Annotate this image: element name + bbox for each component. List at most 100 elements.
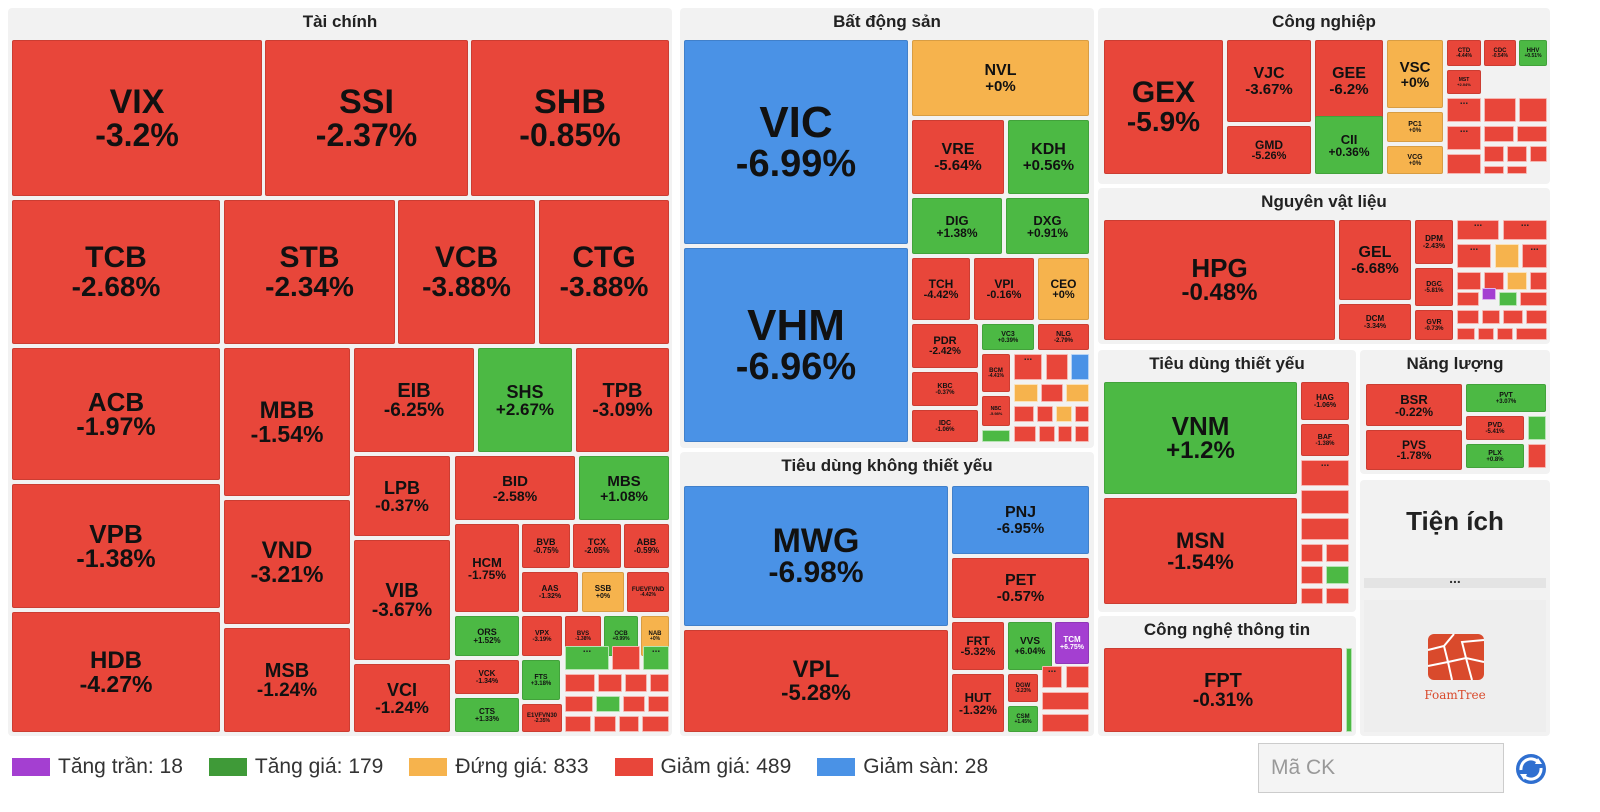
- stock-tile-tcb[interactable]: TCB -2.68%: [12, 200, 220, 344]
- stock-tile-pet[interactable]: PET -0.57%: [952, 558, 1089, 618]
- minor-stock-cell[interactable]: [1528, 416, 1546, 440]
- stock-tile-eib[interactable]: EIB -6.25%: [354, 348, 474, 452]
- minor-stock-cell[interactable]: [1042, 714, 1089, 732]
- minor-stock-cell[interactable]: [1478, 328, 1494, 340]
- stock-tile-dcm[interactable]: DCM -3.34%: [1339, 304, 1411, 340]
- minor-stock-cell[interactable]: ...: [1301, 458, 1349, 486]
- minor-stock-cell[interactable]: [1484, 98, 1516, 122]
- stock-tile-nbc[interactable]: NBC -5.98%: [982, 396, 1010, 426]
- minor-stock-cell[interactable]: [1326, 566, 1349, 584]
- minor-stock-cell[interactable]: ...: [1522, 242, 1547, 268]
- minor-stock-cell[interactable]: [1066, 666, 1089, 688]
- stock-tile-vc3[interactable]: VC3 +0.39%: [982, 324, 1034, 350]
- stock-tile-vic[interactable]: VIC -6.99%: [684, 40, 908, 244]
- minor-stock-cell[interactable]: [1039, 426, 1055, 442]
- stock-tile-vix[interactable]: VIX -3.2%: [12, 40, 262, 196]
- stock-tile-gmd[interactable]: GMD -5.26%: [1227, 126, 1311, 174]
- minor-stock-cell[interactable]: ...: [1503, 218, 1547, 240]
- stock-tile-vck[interactable]: VCK -1.34%: [455, 660, 519, 694]
- minor-stock-cell[interactable]: [1301, 490, 1349, 514]
- stock-tile-hhv[interactable]: HHV +0.51%: [1519, 40, 1547, 66]
- minor-stock-cell[interactable]: [1503, 310, 1523, 324]
- stock-tile-tch[interactable]: TCH -4.42%: [912, 258, 970, 320]
- minor-stock-cell[interactable]: [1528, 444, 1546, 468]
- minor-stock-cell[interactable]: [1056, 406, 1072, 422]
- stock-tile-stb[interactable]: STB -2.34%: [224, 200, 395, 344]
- stock-tile-vcb[interactable]: VCB -3.88%: [398, 200, 535, 344]
- minor-stock-cell[interactable]: [1301, 518, 1349, 540]
- stock-tile-shb[interactable]: SHB -0.85%: [471, 40, 669, 196]
- minor-stock-cell[interactable]: [1301, 544, 1323, 562]
- stock-tile-vcg[interactable]: VCG +0%: [1387, 146, 1443, 174]
- stock-tile-cii[interactable]: CII +0.36%: [1315, 116, 1383, 174]
- stock-tile-pvt[interactable]: PVT +3.07%: [1466, 384, 1546, 412]
- stock-tile-vib[interactable]: VIB -3.67%: [354, 540, 450, 660]
- stock-tile-bid[interactable]: BID -2.58%: [455, 456, 575, 520]
- minor-stock-cell[interactable]: [565, 716, 591, 732]
- stock-tile-cts[interactable]: CTS +1.33%: [455, 698, 519, 732]
- stock-tile-dpm[interactable]: DPM -2.43%: [1415, 220, 1453, 264]
- stock-tile-dxg[interactable]: DXG +0.91%: [1006, 198, 1089, 254]
- stock-tile-vnd[interactable]: VND -3.21%: [224, 500, 350, 624]
- minor-stock-cell[interactable]: [1484, 166, 1504, 174]
- minor-stock-cell[interactable]: [1301, 566, 1323, 584]
- stock-tile-mbb[interactable]: MBB -1.54%: [224, 348, 350, 496]
- stock-tile-hdb[interactable]: HDB -4.27%: [12, 612, 220, 732]
- stock-tile-nvl[interactable]: NVL +0%: [912, 40, 1089, 116]
- stock-tile-bsr[interactable]: BSR -0.22%: [1366, 384, 1462, 426]
- stock-tile-fuevfvnd[interactable]: FUEVFVND -4.42%: [627, 572, 669, 612]
- stock-tile-frt[interactable]: FRT -5.32%: [952, 622, 1004, 670]
- stock-tile-hcm[interactable]: HCM -1.75%: [455, 524, 519, 612]
- minor-stock-cell[interactable]: ...: [565, 644, 609, 670]
- stock-tile-vre[interactable]: VRE -5.64%: [912, 120, 1004, 194]
- stock-tile-gvr[interactable]: GVR -0.73%: [1415, 310, 1453, 340]
- stock-tile-pnj[interactable]: PNJ -6.95%: [952, 486, 1089, 554]
- minor-stock-cell[interactable]: [1075, 426, 1089, 442]
- stock-tile-bcm[interactable]: BCM -4.41%: [982, 354, 1010, 392]
- minor-stock-cell[interactable]: [598, 674, 622, 692]
- stock-tile-ssb[interactable]: SSB +0%: [582, 572, 624, 612]
- minor-stock-cell[interactable]: ...: [1457, 242, 1491, 268]
- stock-tile-dgw[interactable]: DGW -3.23%: [1008, 674, 1038, 702]
- minor-stock-cell[interactable]: [1066, 384, 1089, 402]
- stock-tile-msn[interactable]: MSN -1.54%: [1104, 498, 1297, 604]
- stock-tile-ceo[interactable]: CEO +0%: [1038, 258, 1089, 320]
- minor-stock-cell[interactable]: [1497, 328, 1513, 340]
- minor-stock-cell[interactable]: [1014, 426, 1036, 442]
- minor-stock-cell[interactable]: [1482, 310, 1500, 324]
- stock-tile-lpb[interactable]: LPB -0.37%: [354, 456, 450, 536]
- minor-stock-cell[interactable]: [1507, 146, 1527, 162]
- stock-tile-pdr[interactable]: PDR -2.42%: [912, 324, 978, 368]
- stock-tile-tcm[interactable]: TCM +6.75%: [1055, 622, 1089, 664]
- minor-stock-cell[interactable]: [642, 716, 669, 732]
- minor-stock-cell[interactable]: [1457, 272, 1481, 290]
- stock-tile-vjc[interactable]: VJC -3.67%: [1227, 40, 1311, 122]
- stock-tile-hag[interactable]: HAG -1.06%: [1301, 382, 1349, 420]
- stock-tile-vsc[interactable]: VSC +0%: [1387, 40, 1443, 108]
- minor-stock-cell[interactable]: [1517, 126, 1547, 142]
- stock-tile-gee[interactable]: GEE -6.2%: [1315, 40, 1383, 122]
- minor-stock-cell[interactable]: [619, 716, 639, 732]
- legend-floor[interactable]: Giảm sàn: 28: [817, 755, 988, 779]
- minor-stock-cell[interactable]: ...: [1457, 218, 1499, 240]
- minor-stock-cell[interactable]: [625, 674, 647, 692]
- stock-tile-hut[interactable]: HUT -1.32%: [952, 674, 1004, 732]
- minor-stock-cell[interactable]: [594, 716, 616, 732]
- stock-tile-dig[interactable]: DIG +1.38%: [912, 198, 1002, 254]
- stock-tile-plx[interactable]: PLX +0.8%: [1466, 444, 1524, 468]
- minor-stock-cell[interactable]: [1457, 292, 1479, 306]
- minor-stock-cell[interactable]: [1447, 154, 1481, 174]
- stock-tile-dgc[interactable]: DGC -5.81%: [1415, 268, 1453, 306]
- stock-tile-gel[interactable]: GEL -6.68%: [1339, 220, 1411, 300]
- minor-stock-cell[interactable]: [565, 674, 595, 692]
- minor-stock-cell[interactable]: [1499, 292, 1517, 306]
- minor-stock-cell[interactable]: [1041, 384, 1063, 402]
- minor-stock-cell[interactable]: ...: [1042, 664, 1062, 688]
- minor-stock-cell[interactable]: [1301, 588, 1323, 604]
- minor-stock-cell[interactable]: ...: [1447, 96, 1481, 122]
- stock-tile-vnm[interactable]: VNM +1.2%: [1104, 382, 1297, 494]
- minor-stock-cell[interactable]: ...: [643, 644, 669, 670]
- stock-tile-abb[interactable]: ABB -0.59%: [624, 524, 669, 568]
- minor-stock-cell[interactable]: [1058, 426, 1072, 442]
- minor-stock-cell[interactable]: [1014, 406, 1034, 422]
